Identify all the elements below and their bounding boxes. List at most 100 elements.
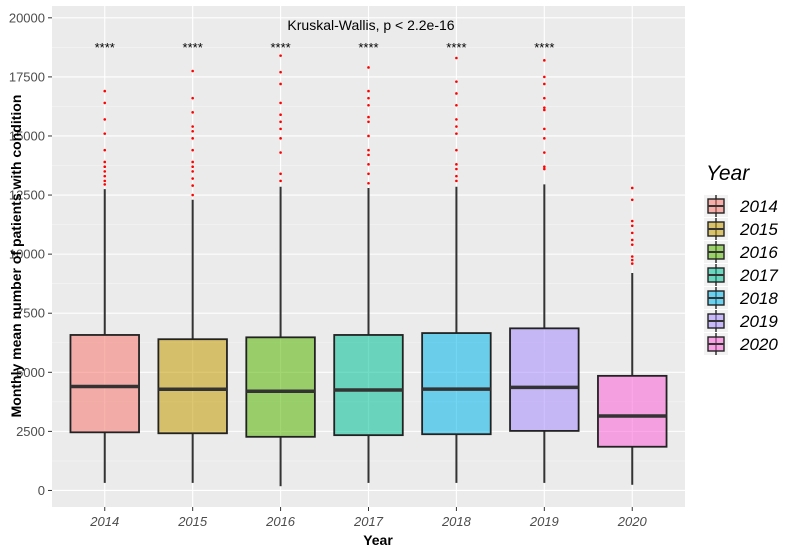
y-tick-label: 20000 xyxy=(9,10,45,25)
outlier-point xyxy=(367,120,370,124)
outlier-point xyxy=(279,120,282,124)
significance-labels: **** **** **** **** **** **** xyxy=(95,40,555,55)
box-2018 xyxy=(421,56,492,483)
outlier-point xyxy=(191,193,194,197)
x-tick-label: 2014 xyxy=(89,514,119,529)
outlier-point xyxy=(543,59,546,62)
outlier-point xyxy=(279,82,282,86)
outlier-point xyxy=(543,96,546,100)
x-tick-label: 2015 xyxy=(177,514,208,529)
outlier-point xyxy=(543,82,546,86)
outlier-point xyxy=(191,177,194,180)
outlier-point xyxy=(103,148,107,152)
legend-item-2014: 2014 xyxy=(704,195,778,217)
outlier-point xyxy=(103,179,107,183)
outlier-point xyxy=(279,127,282,131)
outlier-point xyxy=(543,75,546,79)
box-iqr xyxy=(69,334,140,434)
legend: Year 2014 2015 2016 2017 2018 2019 2020 xyxy=(704,162,778,355)
legend-item-2018: 2018 xyxy=(704,287,778,309)
outlier-point xyxy=(279,70,282,74)
test-annotation: Kruskal-Wallis, p < 2.2e-16 xyxy=(287,17,454,33)
outlier-point xyxy=(543,127,546,131)
outlier-point xyxy=(455,118,458,121)
legend-label: 2019 xyxy=(739,312,778,331)
box-2017 xyxy=(333,66,404,483)
outlier-point xyxy=(103,101,107,105)
significance-label: **** xyxy=(183,40,203,55)
outlier-point xyxy=(191,170,194,173)
outlier-point xyxy=(543,108,546,112)
outlier-point xyxy=(630,224,634,228)
significance-label: **** xyxy=(534,40,554,55)
y-tick-label: 2500 xyxy=(16,424,45,439)
outlier-point xyxy=(543,106,546,109)
outlier-point xyxy=(630,231,634,235)
y-tick-label: 15000 xyxy=(9,128,45,143)
outlier-point xyxy=(543,165,546,168)
outlier-point xyxy=(191,165,194,168)
outlier-point xyxy=(367,134,370,138)
outlier-point xyxy=(455,125,458,128)
outlier-point xyxy=(630,186,634,190)
outlier-point xyxy=(455,132,458,135)
outlier-point xyxy=(630,258,634,262)
box-2020 xyxy=(597,186,668,485)
outlier-point xyxy=(630,219,634,223)
outlier-point xyxy=(455,163,458,166)
outlier-point xyxy=(367,66,370,69)
legend-item-2019: 2019 xyxy=(704,310,778,332)
outlier-point xyxy=(279,101,282,105)
outlier-point xyxy=(191,111,194,114)
outlier-point xyxy=(103,132,107,135)
legend-label: 2018 xyxy=(739,289,778,308)
outlier-point xyxy=(191,69,194,73)
outlier-point xyxy=(279,137,282,140)
outlier-point xyxy=(367,153,370,157)
outlier-point xyxy=(103,160,107,164)
y-tick-label: 12500 xyxy=(9,188,45,203)
outlier-point xyxy=(543,137,546,140)
outlier-point xyxy=(630,243,634,246)
y-axis: 0 2500 5000 7500 10000 12500 15000 17500 20000 xyxy=(9,10,52,498)
outlier-point xyxy=(367,89,370,93)
outlier-point xyxy=(455,167,458,171)
box-iqr xyxy=(245,336,316,438)
outlier-point xyxy=(543,151,546,154)
outlier-point xyxy=(630,198,634,202)
legend-label: 2017 xyxy=(739,266,778,285)
legend-label: 2014 xyxy=(739,197,778,216)
box-iqr xyxy=(157,338,228,435)
outlier-point xyxy=(191,160,194,164)
outlier-point xyxy=(455,148,458,152)
outlier-point xyxy=(103,118,107,121)
significance-label: **** xyxy=(446,40,466,55)
y-tick-label: 0 xyxy=(38,483,45,498)
legend-label: 2020 xyxy=(739,335,778,354)
y-tick-label: 7500 xyxy=(16,306,45,321)
box-iqr xyxy=(333,334,404,437)
legend-item-2020: 2020 xyxy=(704,333,778,355)
outlier-point xyxy=(103,174,107,178)
outlier-point xyxy=(103,89,107,93)
outlier-point xyxy=(191,184,194,187)
box-iqr xyxy=(597,374,668,448)
legend-item-2016: 2016 xyxy=(704,241,778,263)
box-2015 xyxy=(157,69,228,483)
outlier-point xyxy=(191,148,194,152)
outlier-point xyxy=(367,172,370,176)
y-axis-title: Monthly mean number of patients with con… xyxy=(8,95,24,418)
outlier-point xyxy=(630,238,634,242)
outlier-point xyxy=(279,151,282,154)
outlier-point xyxy=(103,170,107,173)
outlier-point xyxy=(279,179,282,183)
outlier-point xyxy=(367,96,370,100)
outlier-point xyxy=(630,262,634,265)
box-2016 xyxy=(245,54,316,487)
y-tick-label: 17500 xyxy=(9,69,45,84)
outlier-point xyxy=(630,255,634,258)
outlier-point xyxy=(367,148,370,152)
outlier-point xyxy=(279,54,282,57)
outlier-point xyxy=(367,115,370,119)
outlier-point xyxy=(103,183,107,186)
